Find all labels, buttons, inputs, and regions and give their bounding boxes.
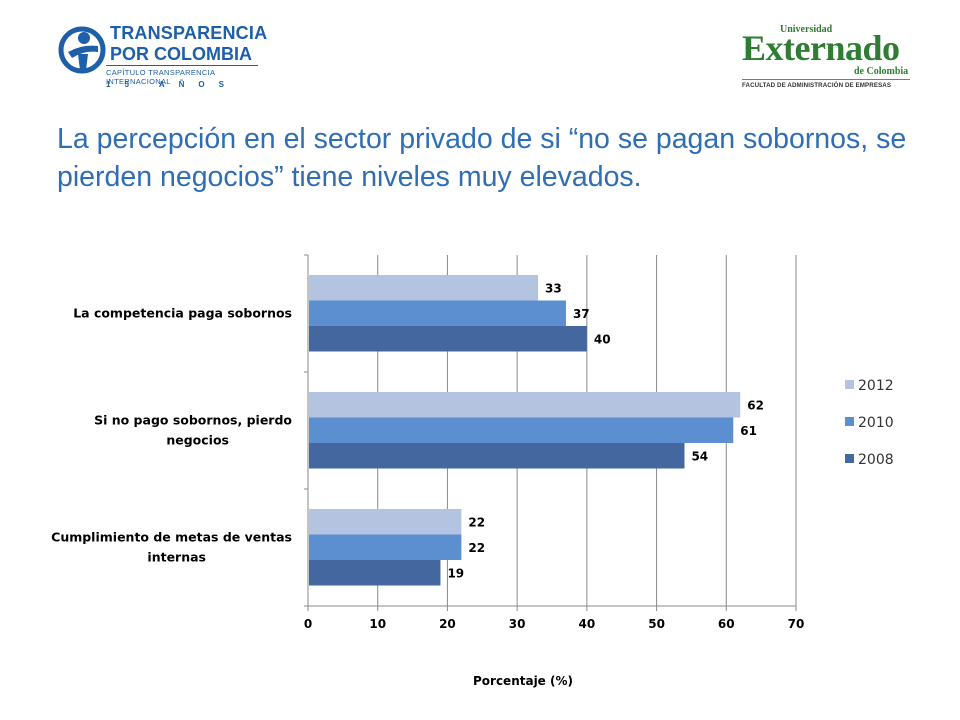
data-label: 62 (747, 398, 764, 412)
bar-2012 (309, 392, 741, 418)
logo-left-line4: 15 AÑOS (106, 80, 238, 89)
logo-right-small: Universidad (780, 24, 833, 35)
bar-2010 (309, 534, 462, 560)
data-label: 19 (447, 566, 464, 580)
labels: 0 10 20 30 40 50 60 70 33 37 40 La competencia paga… (51, 281, 804, 688)
x-tick-label: 30 (509, 617, 526, 631)
bar-2010 (309, 300, 566, 326)
logo-left-divider (106, 65, 258, 66)
bar-2008 (309, 560, 441, 586)
data-label: 61 (740, 424, 757, 438)
legend-label-2012: 2012 (858, 378, 894, 394)
data-label: 40 (594, 332, 611, 346)
data-label: 33 (545, 281, 562, 295)
logo-left-line1: TRANSPARENCIA (110, 23, 268, 43)
bar-2008 (309, 443, 685, 469)
bar-2012 (309, 509, 462, 535)
x-tick-label: 50 (648, 617, 665, 631)
transparencia-logo: TRANSPARENCIA POR COLOMBIA CAPÍTULO TRAN… (58, 18, 268, 94)
x-tick-label: 40 (579, 617, 596, 631)
category-label: Si no pago sobornos, pierdo negocios (94, 412, 292, 447)
legend-swatch-2008 (845, 454, 854, 463)
x-tick-label: 10 (369, 617, 386, 631)
logo-right-faculty: FACULTAD DE ADMINISTRACIÓN DE EMPRESAS (742, 82, 892, 89)
x-tick-label: 20 (439, 617, 456, 631)
logo-right-big: Externado (742, 28, 900, 68)
page-title: La percepción en el sector privado de si… (57, 123, 907, 193)
x-tick-label: 70 (788, 617, 805, 631)
legend: 2012 2010 2008 (845, 378, 894, 468)
axes (304, 254, 797, 611)
legend-label-2008: 2008 (858, 452, 894, 468)
legend-swatch-2010 (845, 417, 854, 426)
logo-right-divider (742, 79, 910, 80)
data-label: 22 (468, 515, 485, 529)
x-tick-label: 60 (718, 617, 735, 631)
logo-left-line3: CAPÍTULO TRANSPARENCIA INTERNACIONAL (106, 68, 215, 86)
legend-swatch-2012 (845, 380, 854, 389)
bar-2008 (309, 326, 587, 352)
logo-right-sub: de Colombia (854, 66, 909, 77)
bar-2010 (309, 417, 734, 443)
category-label: Cumplimiento de metas de ventas internas (51, 529, 292, 564)
transparencia-emblem-icon (58, 26, 106, 74)
logo-left-line2: POR COLOMBIA (110, 44, 252, 64)
externado-logo: Universidad Externado de Colombia FACULT… (742, 24, 912, 90)
bar-2012 (309, 275, 539, 301)
data-label: 22 (468, 541, 485, 555)
data-label: 54 (691, 449, 708, 463)
x-tick-label: 0 (304, 617, 312, 631)
legend-label-2010: 2010 (858, 415, 894, 431)
x-axis-title: Porcentaje (%) (473, 674, 573, 688)
bars (309, 275, 741, 586)
data-label: 37 (573, 307, 590, 321)
category-label: La competencia paga sobornos (73, 305, 292, 320)
